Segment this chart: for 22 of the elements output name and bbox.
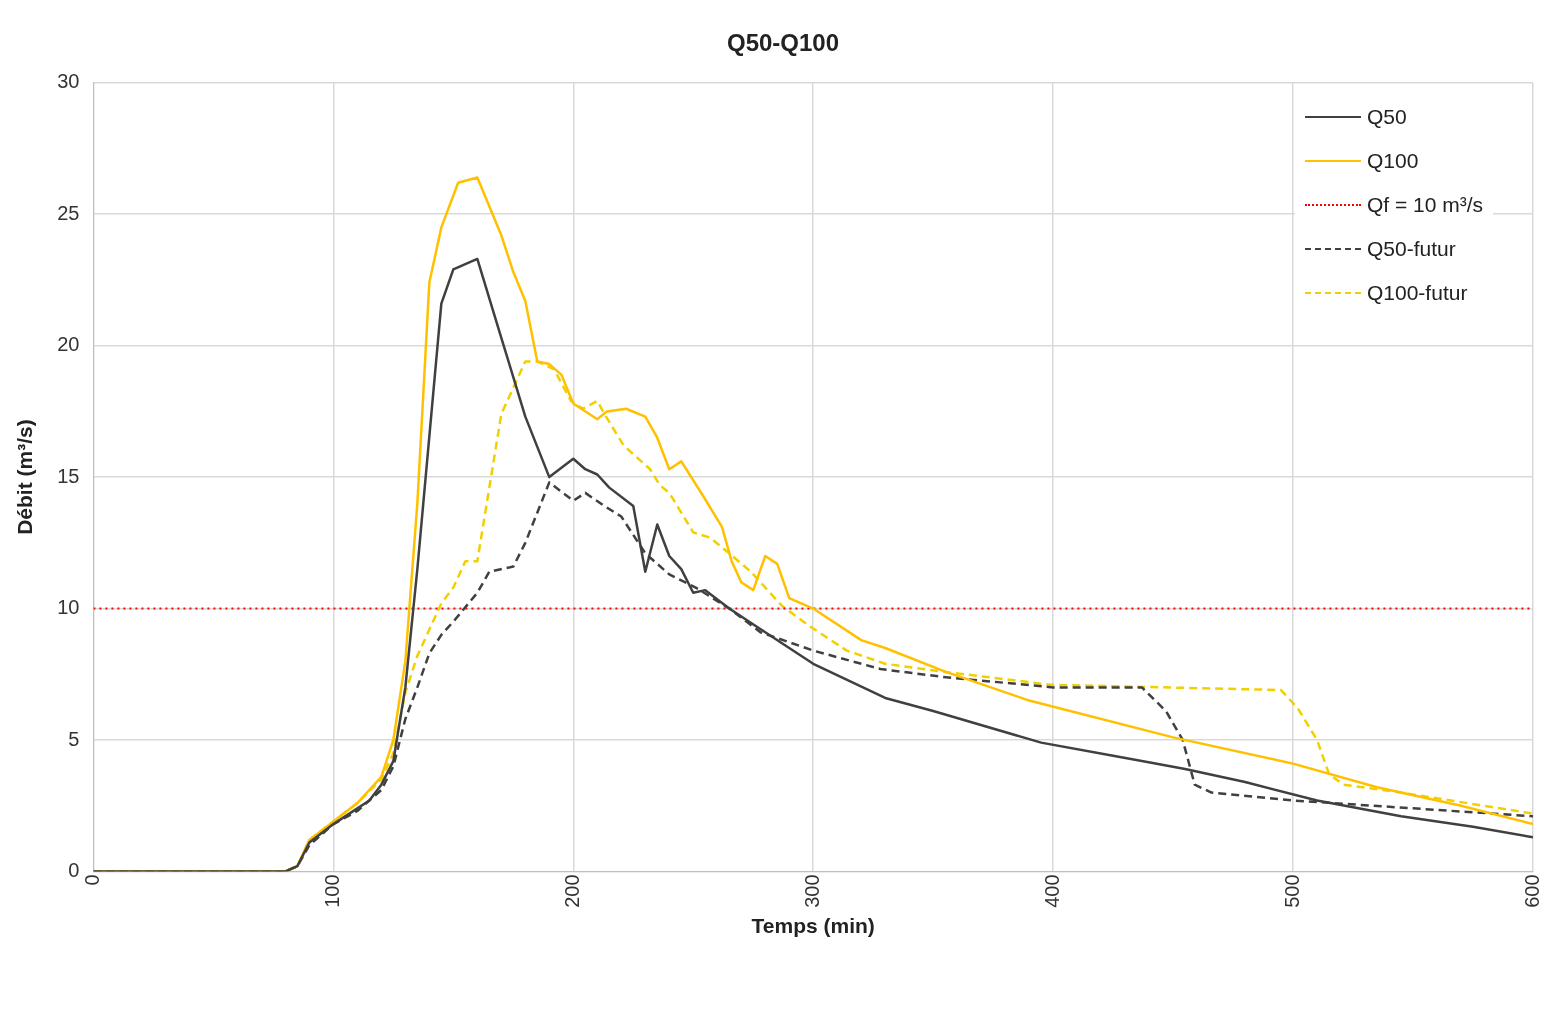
legend-label: Q50-futur [1367,236,1456,261]
y-tick-label: 10 [57,596,80,619]
x-tick-label: 500 [1280,874,1303,908]
x-tick-label: 200 [560,874,583,908]
legend-label: Qf = 10 m³/s [1367,192,1484,217]
y-tick-label: 25 [57,201,80,224]
x-tick-label: 400 [1040,874,1063,908]
x-tick-label: 600 [1520,874,1543,908]
x-tick-label: 300 [800,874,823,908]
legend-label: Q100 [1367,148,1419,173]
x-tick-label: 0 [80,874,103,886]
y-tick-label: 5 [68,727,80,750]
y-tick-label: 15 [57,464,80,487]
legend-label: Q100-futur [1367,280,1468,305]
y-tick-label: 20 [57,333,80,356]
y-tick-label: 30 [57,70,80,93]
x-tick-label: 100 [320,874,343,908]
chart-title: Q50-Q100 [726,29,840,57]
y-axis-title: Débit (m³/s) [13,419,37,535]
y-tick-label: 0 [68,858,80,881]
legend-label: Q50 [1367,104,1407,129]
x-axis-title: Temps (min) [751,914,875,938]
